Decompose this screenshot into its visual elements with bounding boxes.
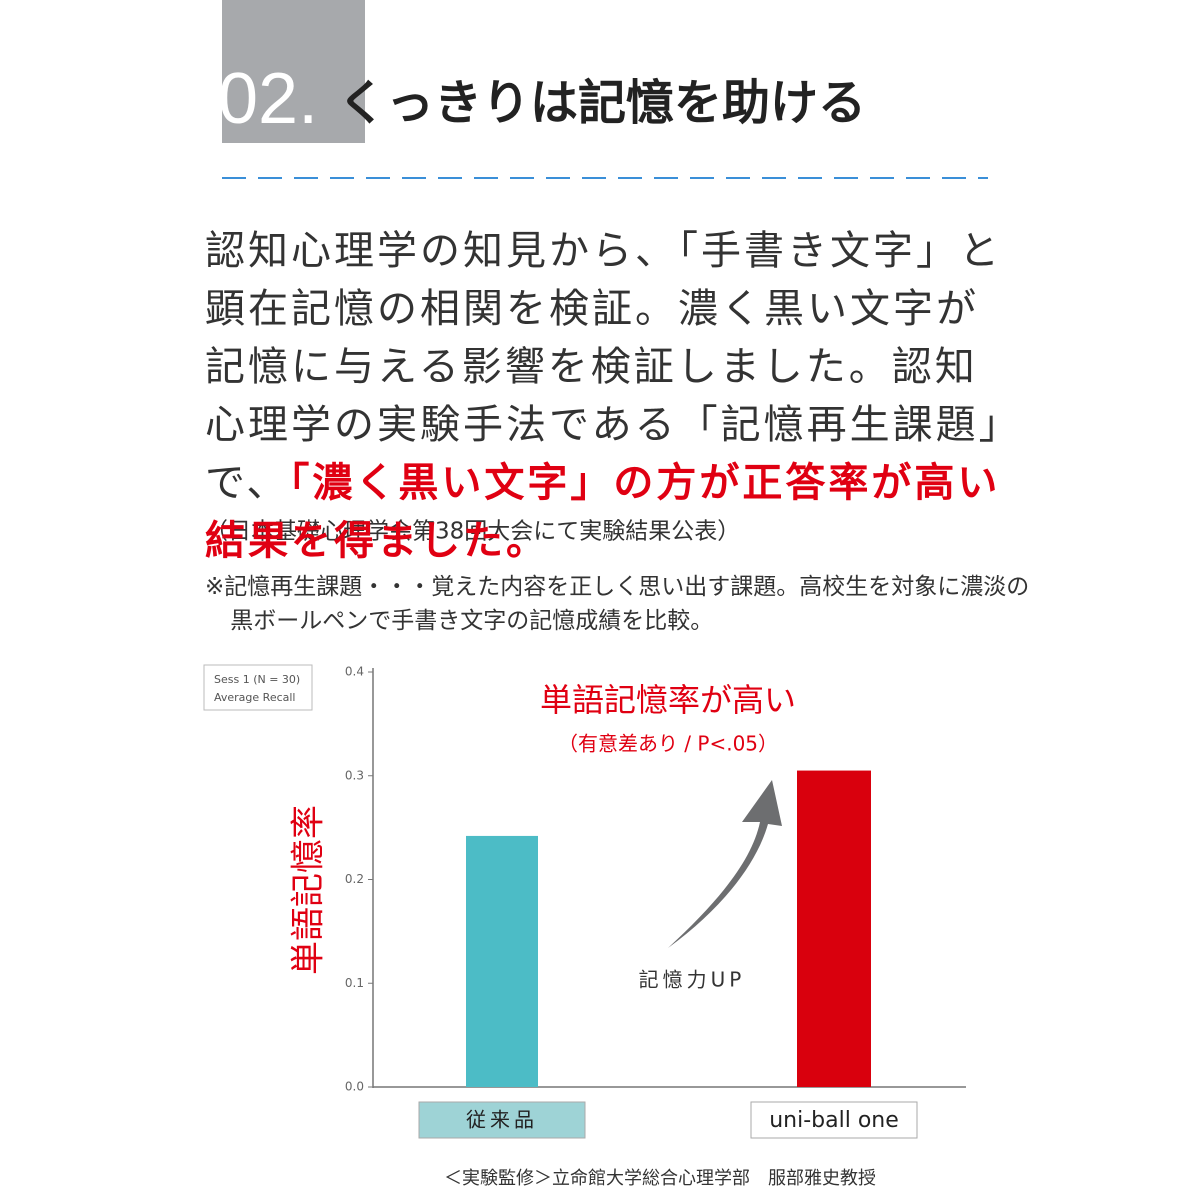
bar — [466, 835, 538, 1087]
legend-box — [203, 664, 313, 711]
x-tick-label: 従来品 — [466, 1108, 538, 1132]
category-box — [418, 1101, 586, 1139]
y-tick-label: 0.1 — [345, 976, 364, 990]
arrow-label: 記憶力UP — [639, 968, 746, 992]
legend-text: Sess 1 (N = 30) — [214, 673, 300, 686]
category-box — [750, 1101, 918, 1139]
y-tick-label: 0.4 — [345, 665, 364, 679]
highlight-text: 「濃く黒い文字」の方が正答率が高い結果を得ました。 — [205, 460, 1001, 564]
arrow — [668, 780, 782, 948]
section-title: くっきりは記憶を助ける — [338, 75, 866, 131]
y-tick-label: 0.3 — [345, 768, 364, 782]
y-tick-label: 0.2 — [345, 872, 364, 886]
annotation-sub: （有意差あり / P<.05） — [558, 732, 778, 756]
number-block — [222, 0, 365, 143]
y-axis-label: 単語記憶率 — [289, 805, 329, 975]
footer: ＜実験監修＞立命館大学総合心理学部 服部雅史教授 — [444, 1168, 876, 1189]
y-tick-label: 0.0 — [345, 1080, 364, 1094]
paragraph-text: 認知心理学の知見から、「手書き文字」と顕在記憶の相関を検証。濃く黒い文字が記憶に… — [205, 228, 1002, 506]
note: ※記憶再生課題・・・覚えた内容を正しく思い出す課題。高校生を対象に濃淡の黒ボール… — [205, 574, 1030, 634]
x-tick-label: uni-ball one — [769, 1108, 899, 1133]
section-number: 02. — [218, 59, 318, 139]
bar — [797, 770, 871, 1087]
paragraph: 認知心理学の知見から、「手書き文字」と顕在記憶の相関を検証。濃く黒い文字が記憶に… — [205, 222, 1005, 570]
legend-text: Average Recall — [214, 691, 296, 704]
source: （日本基礎心理学会第38回大会にて実験結果公表） — [205, 519, 740, 545]
annotation: 単語記憶率が高い — [540, 681, 796, 719]
